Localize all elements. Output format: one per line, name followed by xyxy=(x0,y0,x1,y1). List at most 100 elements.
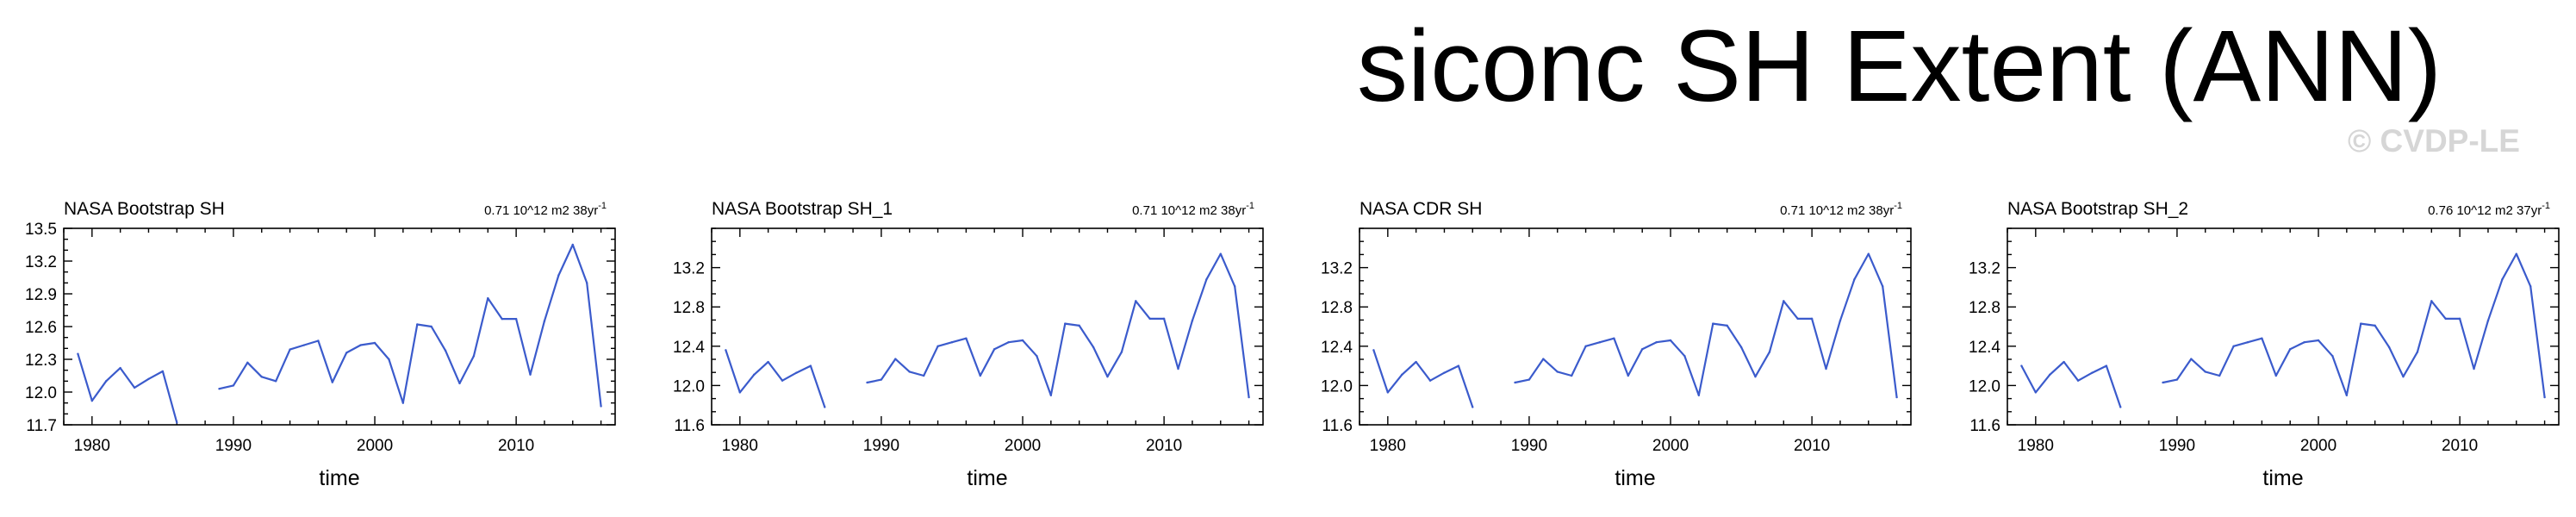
data-point xyxy=(1191,319,1194,322)
chart-panel-1: NASA Bootstrap SH 0.71 10^12 m2 38yr-1 11.… xyxy=(25,199,616,490)
data-point xyxy=(1754,375,1757,378)
data-point xyxy=(2119,406,2122,408)
data-point xyxy=(2063,360,2065,364)
data-point xyxy=(1683,355,1686,358)
x-tick-label: 2000 xyxy=(1652,437,1689,455)
data-point xyxy=(2274,374,2277,377)
y-tick-label: 12.0 xyxy=(673,377,705,396)
data-point xyxy=(880,378,883,381)
x-tick-label: 1980 xyxy=(74,437,110,455)
data-point xyxy=(2515,252,2517,255)
data-point xyxy=(1768,351,1771,353)
trend-value: 0.71 10^12 m2 38yr xyxy=(1780,203,1894,218)
data-point xyxy=(487,296,489,300)
data-point xyxy=(501,317,503,321)
data-point xyxy=(161,370,165,373)
data-point xyxy=(2402,375,2405,378)
data-point xyxy=(1472,406,1474,408)
data-point xyxy=(345,352,348,354)
data-point xyxy=(1810,317,1814,321)
data-point xyxy=(1839,319,1842,322)
data-point xyxy=(1712,322,1714,325)
data-point xyxy=(1825,367,1827,371)
y-tick-label: 12.4 xyxy=(673,339,705,357)
y-tick-label: 13.5 xyxy=(25,221,57,239)
x-tick-label: 1990 xyxy=(215,437,252,455)
y-tick-label: 12.9 xyxy=(25,286,57,304)
data-point xyxy=(1613,337,1615,339)
chart-panel-2: NASA Bootstrap SH_1 0.71 10^12 m2 38yr-1 1… xyxy=(673,199,1264,490)
data-point xyxy=(824,406,826,408)
series-line-segment-1 xyxy=(1372,350,1474,408)
x-tick-label: 2000 xyxy=(2300,437,2336,455)
data-point xyxy=(444,349,447,352)
x-tick-label: 2000 xyxy=(357,437,393,455)
panel-title: NASA CDR SH xyxy=(1360,199,1482,219)
panel-title: NASA Bootstrap SH_2 xyxy=(2007,199,2188,219)
series-line-segment-1 xyxy=(2020,360,2122,408)
data-point xyxy=(1457,364,1460,367)
data-point xyxy=(2430,300,2433,302)
data-point xyxy=(2331,355,2334,358)
y-tick-label: 11.7 xyxy=(26,417,57,435)
trend-label: 0.71 10^12 m2 38yr-1 xyxy=(1132,201,1254,218)
data-point xyxy=(2444,317,2447,321)
x-tick-label: 1980 xyxy=(2018,437,2054,455)
data-point xyxy=(1162,317,1166,321)
data-point xyxy=(232,384,235,387)
plot-frame xyxy=(1359,227,1912,426)
data-point xyxy=(1248,396,1250,399)
data-point xyxy=(1415,360,1417,364)
data-point xyxy=(133,386,136,389)
data-point xyxy=(1514,381,1516,384)
data-point xyxy=(2303,341,2305,344)
data-point xyxy=(2034,391,2038,394)
data-point xyxy=(1148,317,1151,321)
x-axis-label: time xyxy=(1615,466,1655,490)
x-tick-label: 1990 xyxy=(1511,437,1547,455)
data-point xyxy=(218,388,221,390)
data-point xyxy=(1386,391,1390,394)
x-tick-label: 2010 xyxy=(1146,437,1182,455)
data-point xyxy=(1219,252,1222,255)
data-point xyxy=(2289,348,2292,351)
y-tick-label: 11.6 xyxy=(1969,417,2000,435)
data-point xyxy=(781,379,784,382)
panel-title: NASA Bootstrap SH_1 xyxy=(712,199,893,219)
data-point xyxy=(2317,339,2320,342)
y-tick-label: 12.6 xyxy=(25,319,57,337)
y-tick-label: 12.0 xyxy=(1321,377,1353,396)
data-point xyxy=(529,373,532,376)
panel-title: NASA Bootstrap SH xyxy=(64,199,225,219)
trend-value: 0.76 10^12 m2 37yr xyxy=(2428,203,2542,218)
data-point xyxy=(119,366,121,370)
trend-label: 0.71 10^12 m2 38yr-1 xyxy=(484,201,607,218)
plot-frame xyxy=(2007,227,2560,426)
data-point xyxy=(2105,364,2108,367)
data-point xyxy=(2458,317,2461,321)
data-point xyxy=(2529,285,2532,288)
data-point xyxy=(1641,348,1644,351)
data-point xyxy=(1205,278,1208,281)
data-point xyxy=(302,344,306,346)
data-point xyxy=(373,341,376,345)
data-point xyxy=(1726,324,1728,327)
data-point xyxy=(416,323,419,326)
y-tick-label: 12.4 xyxy=(1321,339,1353,357)
data-point xyxy=(1739,346,1743,349)
data-point xyxy=(600,405,602,408)
plot-frame xyxy=(63,227,616,426)
data-point xyxy=(147,377,150,380)
data-point xyxy=(1655,341,1658,344)
data-point xyxy=(2175,378,2179,381)
data-point xyxy=(331,381,333,383)
plot-frame xyxy=(711,227,1264,426)
x-tick-label: 2010 xyxy=(498,437,534,455)
data-point xyxy=(274,380,277,383)
x-tick-label: 2010 xyxy=(1794,437,1830,455)
data-point xyxy=(2416,351,2419,353)
y-tick-label: 12.3 xyxy=(25,352,57,370)
data-point xyxy=(1401,373,1403,377)
data-point xyxy=(894,358,897,360)
data-point xyxy=(1669,339,1672,342)
